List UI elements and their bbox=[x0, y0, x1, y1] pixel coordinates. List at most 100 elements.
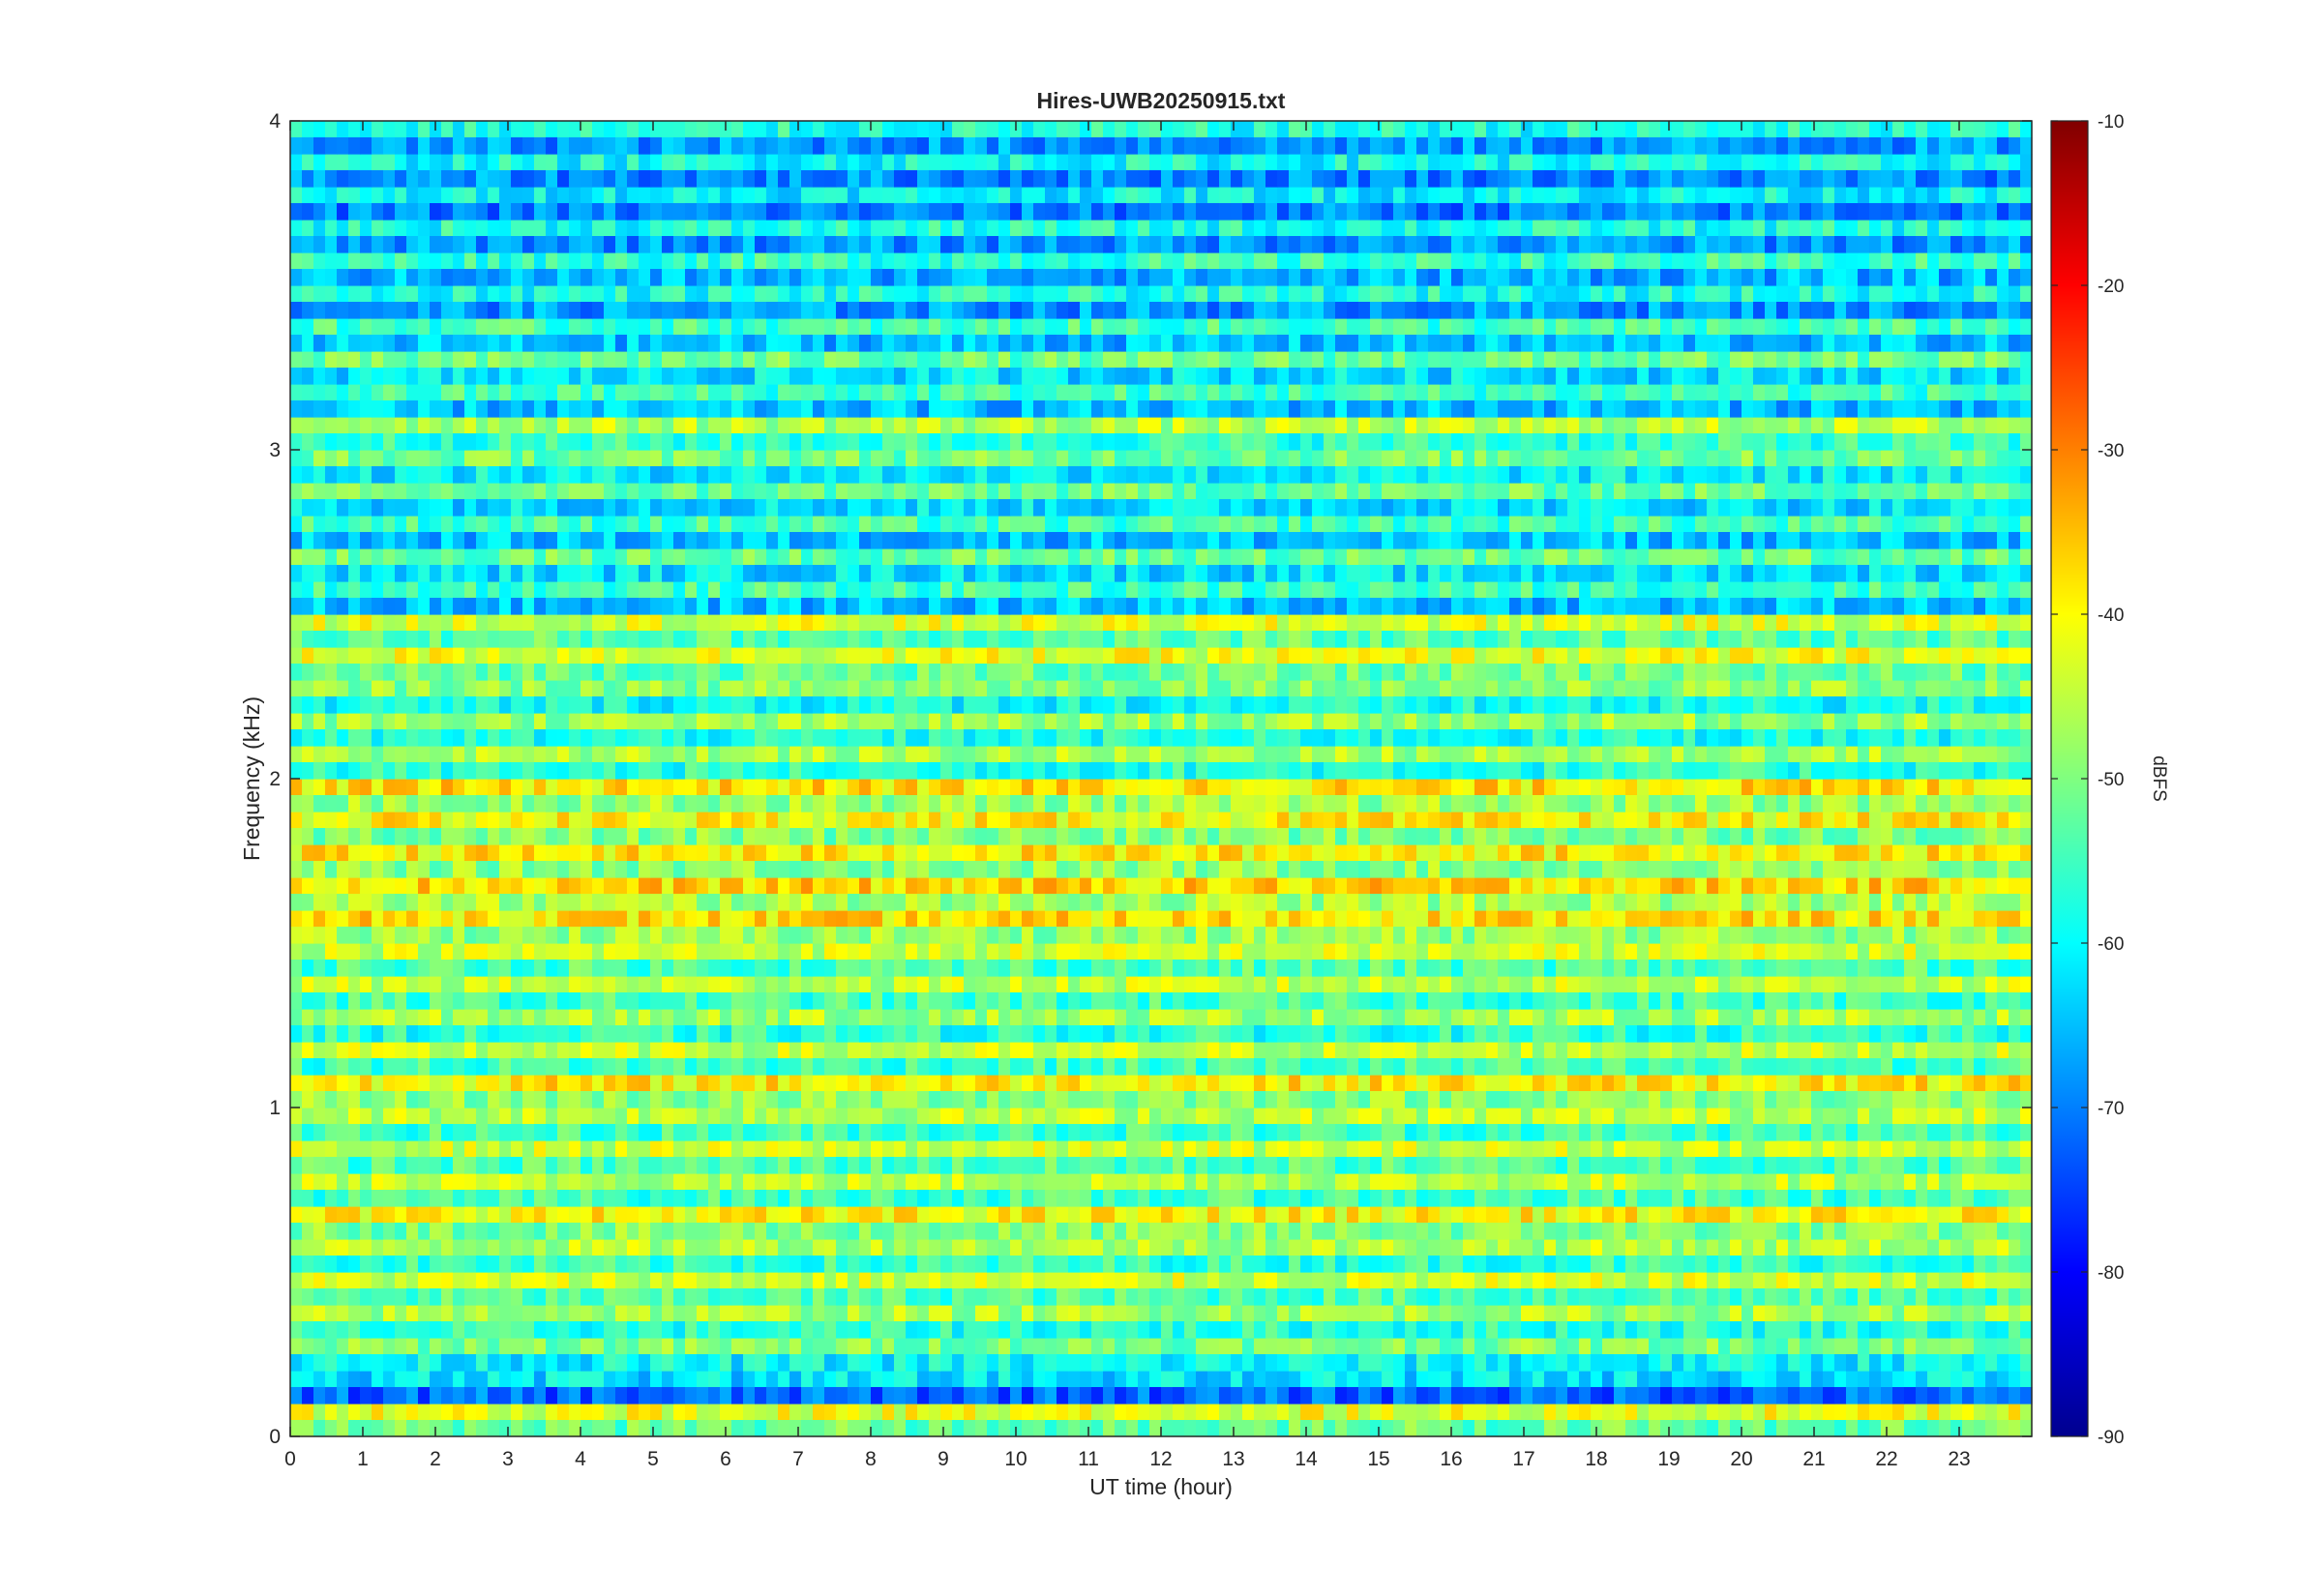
heatmap-cell bbox=[1173, 910, 1185, 928]
heatmap-cell bbox=[1080, 1173, 1092, 1191]
heatmap-cell bbox=[1370, 1354, 1383, 1372]
heatmap-cell bbox=[731, 1173, 744, 1191]
heatmap-cell bbox=[1823, 1140, 1835, 1158]
heatmap-cell bbox=[1997, 1420, 2009, 1437]
heatmap-cell bbox=[1939, 1223, 1951, 1240]
heatmap-cell bbox=[1115, 1058, 1127, 1076]
heatmap-cell bbox=[302, 943, 314, 961]
heatmap-cell bbox=[406, 1157, 419, 1174]
heatmap-cell bbox=[1788, 1338, 1801, 1355]
heatmap-cell bbox=[1521, 1025, 1533, 1043]
heatmap-cell bbox=[592, 1404, 605, 1421]
heatmap-cell bbox=[1846, 1009, 1859, 1026]
heatmap-cell bbox=[1289, 1108, 1301, 1125]
heatmap-cell bbox=[1416, 1288, 1429, 1306]
heatmap-cell bbox=[522, 1206, 535, 1224]
heatmap-cell bbox=[1927, 1108, 1940, 1125]
heatmap-cell bbox=[836, 1272, 848, 1289]
heatmap-cell bbox=[1997, 1190, 2009, 1207]
heatmap-cell bbox=[1265, 877, 1278, 895]
heatmap-cell bbox=[778, 1091, 790, 1108]
heatmap-cell bbox=[1823, 1420, 1835, 1437]
heatmap-cell bbox=[1173, 1305, 1185, 1322]
heatmap-cell bbox=[1324, 992, 1336, 1010]
heatmap-cell bbox=[290, 877, 303, 895]
heatmap-cell bbox=[1707, 1157, 1719, 1174]
heatmap-cell bbox=[1788, 1058, 1801, 1076]
heatmap-cell bbox=[464, 1387, 477, 1404]
heatmap-cell bbox=[1463, 927, 1475, 944]
heatmap-cell bbox=[1707, 1140, 1719, 1158]
heatmap-cell bbox=[650, 1305, 663, 1322]
heatmap-cell bbox=[1126, 1239, 1139, 1256]
heatmap-cell bbox=[894, 1058, 907, 1076]
heatmap-cell bbox=[1776, 1009, 1789, 1026]
heatmap-cell bbox=[1231, 1058, 1243, 1076]
heatmap-cell bbox=[1393, 1354, 1406, 1372]
heatmap-cell bbox=[662, 1371, 674, 1388]
heatmap-cell bbox=[789, 1075, 802, 1092]
heatmap-cell bbox=[813, 1288, 825, 1306]
heatmap-cell bbox=[801, 1140, 814, 1158]
heatmap-cell bbox=[929, 1140, 941, 1158]
heatmap-cell bbox=[1591, 1025, 1603, 1043]
heatmap-cell bbox=[627, 1206, 640, 1224]
heatmap-cell bbox=[964, 1272, 976, 1289]
heatmap-cell bbox=[1800, 1223, 1812, 1240]
heatmap-cell bbox=[604, 1321, 616, 1339]
heatmap-cell bbox=[998, 943, 1011, 961]
heatmap-cell bbox=[1126, 1288, 1139, 1306]
heatmap-cell bbox=[766, 1058, 779, 1076]
heatmap-cell bbox=[743, 1338, 756, 1355]
heatmap-cell bbox=[1242, 1272, 1255, 1289]
heatmap-cell bbox=[708, 1173, 721, 1191]
heatmap-cell bbox=[929, 992, 941, 1010]
heatmap-cell bbox=[476, 1108, 489, 1125]
heatmap-cell bbox=[1834, 1042, 1847, 1059]
heatmap-cell bbox=[1324, 1371, 1336, 1388]
heatmap-cell bbox=[453, 1009, 465, 1026]
heatmap-cell bbox=[1451, 1387, 1464, 1404]
heatmap-cell bbox=[975, 1387, 988, 1404]
heatmap-cell bbox=[337, 1025, 349, 1043]
heatmap-cell bbox=[1730, 1371, 1742, 1388]
heatmap-cell bbox=[964, 1140, 976, 1158]
heatmap-cell bbox=[882, 1239, 895, 1256]
heatmap-cell bbox=[1161, 910, 1174, 928]
heatmap-cell bbox=[372, 992, 384, 1010]
heatmap-cell bbox=[929, 1075, 941, 1092]
heatmap-cell bbox=[1045, 960, 1057, 977]
heatmap-cell bbox=[1846, 1091, 1859, 1108]
heatmap-cell bbox=[1347, 1058, 1359, 1076]
heatmap-cell bbox=[418, 1354, 431, 1372]
heatmap-cell bbox=[1858, 1338, 1870, 1355]
heatmap-cell bbox=[406, 1404, 419, 1421]
heatmap-cell bbox=[1196, 1354, 1208, 1372]
heatmap-cell bbox=[313, 1091, 326, 1108]
heatmap-cell bbox=[604, 1420, 616, 1437]
heatmap-cell bbox=[662, 877, 674, 895]
heatmap-cell bbox=[1207, 1338, 1220, 1355]
heatmap-cell bbox=[1834, 1124, 1847, 1141]
heatmap-cell bbox=[1823, 1288, 1835, 1306]
heatmap-cell bbox=[824, 1173, 837, 1191]
heatmap-cell bbox=[836, 1206, 848, 1224]
heatmap-cell bbox=[348, 960, 361, 977]
heatmap-cell bbox=[813, 943, 825, 961]
heatmap-cell bbox=[1695, 1420, 1708, 1437]
heatmap-cell bbox=[1474, 910, 1487, 928]
heatmap-cell bbox=[1474, 1042, 1487, 1059]
heatmap-cell bbox=[1300, 1404, 1313, 1421]
heatmap-cell bbox=[1196, 1173, 1208, 1191]
heatmap-cell bbox=[894, 1025, 907, 1043]
heatmap-cell bbox=[1556, 1009, 1568, 1026]
heatmap-cell bbox=[1927, 1206, 1940, 1224]
heatmap-cell bbox=[964, 1025, 976, 1043]
heatmap-cell bbox=[1161, 927, 1174, 944]
heatmap-cell bbox=[1486, 1075, 1499, 1092]
heatmap-cell bbox=[604, 1305, 616, 1322]
heatmap-cell bbox=[1486, 1190, 1499, 1207]
heatmap-cell bbox=[1776, 1387, 1789, 1404]
heatmap-cell bbox=[476, 1420, 489, 1437]
heatmap-cell bbox=[1161, 1009, 1174, 1026]
